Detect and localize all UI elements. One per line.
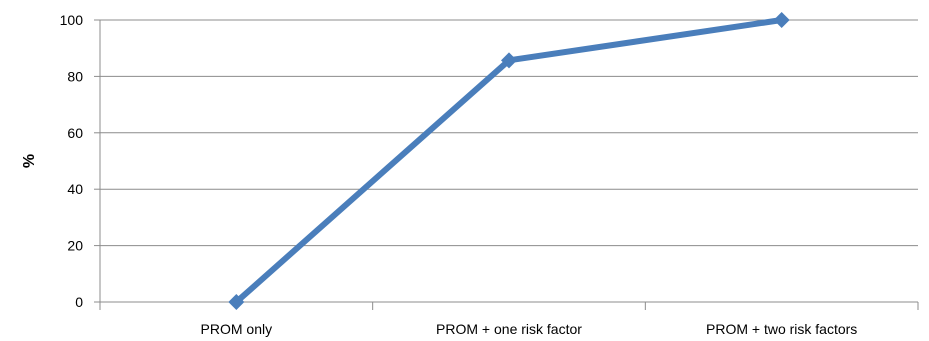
y-tick-label: 60 <box>67 125 83 141</box>
y-tick-label: 20 <box>67 238 83 254</box>
data-point-marker <box>773 12 790 28</box>
data-point-marker <box>228 294 245 310</box>
y-tick-label: 80 <box>67 68 83 84</box>
y-tick-label: 40 <box>67 181 83 197</box>
x-tick-label: PROM + two risk factors <box>706 321 857 337</box>
y-tick-label: 100 <box>60 12 84 28</box>
data-point-marker <box>501 52 517 69</box>
y-tick-labels: 0 20 40 60 80 100 <box>60 12 84 310</box>
gridlines <box>100 19 918 247</box>
x-tick-label: PROM only <box>201 321 273 337</box>
x-tick-label: PROM + one risk factor <box>436 321 582 337</box>
x-tick-labels: PROM only PROM + one risk factor PROM + tw… <box>201 321 858 337</box>
series <box>228 12 790 310</box>
y-tick-label: 0 <box>75 294 83 310</box>
y-axis-title: % <box>21 154 38 168</box>
